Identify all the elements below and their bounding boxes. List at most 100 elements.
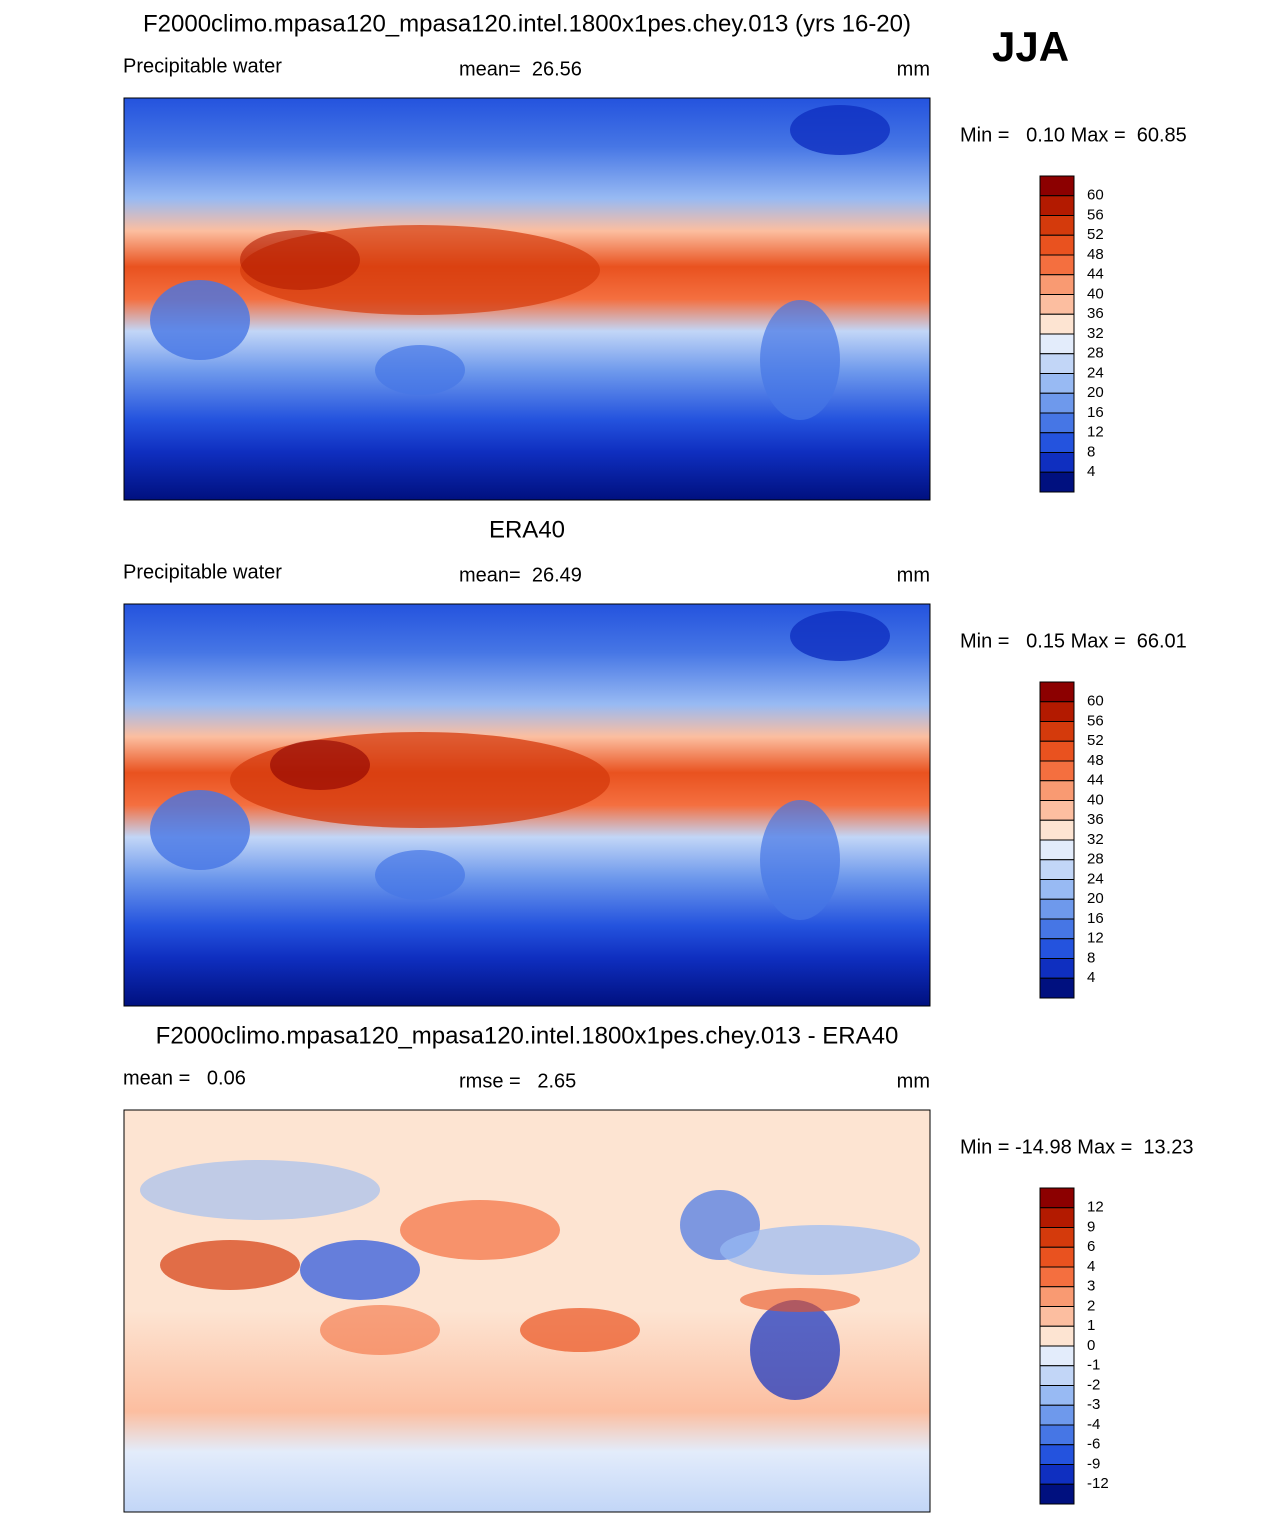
colorbar-box — [1039, 1207, 1075, 1228]
map-panel-3 — [123, 1109, 931, 1513]
colorbar-label: 40 — [1087, 791, 1104, 808]
colorbar-label: -9 — [1087, 1455, 1100, 1472]
colorbar-label: 0 — [1087, 1337, 1095, 1354]
colorbar-label: 48 — [1087, 246, 1104, 263]
colorbar-label: 32 — [1087, 325, 1104, 342]
colorbar-box — [1039, 1404, 1075, 1426]
colorbar-box — [1039, 819, 1075, 841]
panel-title: F2000climo.mpasa120_mpasa120.intel.1800x… — [143, 10, 911, 37]
colorbar-box — [1039, 373, 1075, 394]
colorbar-label: 24 — [1087, 364, 1104, 381]
colorbar-label: 40 — [1087, 285, 1104, 302]
colorbar-label: 24 — [1087, 870, 1104, 887]
panel-unit-label: mm — [897, 58, 930, 80]
colorbar-label: 16 — [1087, 910, 1104, 927]
season-label: JJA — [992, 23, 1069, 70]
colorbar-box — [1039, 879, 1075, 900]
colorbar-label: -1 — [1087, 1357, 1100, 1374]
colorbar-label: 32 — [1087, 831, 1104, 848]
map-panel-2 — [123, 603, 931, 1007]
panel-left-label: Precipitable water — [123, 561, 282, 583]
colorbar-box — [1039, 800, 1075, 821]
colorbar-label: -4 — [1087, 1416, 1100, 1433]
colorbar-label: 44 — [1087, 266, 1104, 283]
colorbar-box — [1039, 432, 1075, 453]
colorbar-label: 2 — [1087, 1297, 1095, 1314]
colorbar-box — [1039, 1227, 1075, 1248]
colorbar-label: 12 — [1087, 1199, 1104, 1216]
colorbar-box — [1039, 353, 1075, 374]
colorbar-label: 56 — [1087, 712, 1104, 729]
colorbar-box — [1039, 313, 1075, 335]
colorbar-box — [1039, 234, 1075, 256]
colorbar-box — [1039, 471, 1075, 493]
colorbar-label: 28 — [1087, 851, 1104, 868]
colorbar-box — [1039, 1246, 1075, 1268]
min-max-label: Min = 0.15 Max = 66.01 — [960, 630, 1187, 652]
colorbar-box — [1039, 1444, 1075, 1465]
min-max-label: Min = -14.98 Max = 13.23 — [960, 1136, 1193, 1158]
colorbar-label: 9 — [1087, 1218, 1095, 1235]
colorbar-label: 6 — [1087, 1238, 1095, 1255]
colorbar-label: 52 — [1087, 732, 1104, 749]
colorbar-label: 56 — [1087, 206, 1104, 223]
panel-left-label: Precipitable water — [123, 55, 282, 77]
colorbar-label: 20 — [1087, 384, 1104, 401]
colorbar-box — [1039, 175, 1075, 197]
colorbar-box — [1039, 215, 1075, 236]
colorbar-label: 44 — [1087, 772, 1104, 789]
panel-unit-label: mm — [897, 564, 930, 586]
colorbar-box — [1039, 452, 1075, 473]
colorbar-label: 52 — [1087, 226, 1104, 243]
colorbar-label: 8 — [1087, 443, 1095, 460]
colorbar-box — [1039, 839, 1075, 861]
colorbar-box — [1039, 938, 1075, 959]
colorbar-box — [1039, 1483, 1075, 1505]
panel-center-label: mean= 26.49 — [459, 564, 582, 586]
panel-center-label: rmse = 2.65 — [459, 1070, 576, 1092]
colorbar-box — [1039, 701, 1075, 722]
colorbar-box — [1039, 1187, 1075, 1209]
colorbar-box — [1039, 274, 1075, 295]
colorbar-label: -12 — [1087, 1475, 1109, 1492]
colorbar-box — [1039, 681, 1075, 703]
colorbar-label: 3 — [1087, 1278, 1095, 1295]
colorbar-label: 60 — [1087, 187, 1104, 204]
colorbar-box — [1039, 760, 1075, 782]
colorbar-box — [1039, 1306, 1075, 1327]
colorbar-label: 12 — [1087, 424, 1104, 441]
colorbar-box — [1039, 977, 1075, 999]
colorbar-label: 4 — [1087, 1258, 1095, 1275]
colorbar-label: 48 — [1087, 752, 1104, 769]
colorbar-label: 36 — [1087, 811, 1104, 828]
colorbar-box — [1039, 392, 1075, 414]
colorbar-box — [1039, 1464, 1075, 1485]
colorbar-box — [1039, 1286, 1075, 1307]
colorbar-box — [1039, 412, 1075, 434]
colorbar-box — [1039, 740, 1075, 762]
colorbar-label: 4 — [1087, 969, 1095, 986]
colorbar-label: -2 — [1087, 1376, 1100, 1393]
panel-center-label: mean= 26.56 — [459, 58, 582, 80]
colorbar-box — [1039, 780, 1075, 801]
colorbar-label: 4 — [1087, 463, 1095, 480]
colorbar-box — [1039, 958, 1075, 979]
panel-left-label: mean = 0.06 — [123, 1067, 246, 1089]
colorbar-box — [1039, 918, 1075, 940]
colorbar-box — [1039, 721, 1075, 742]
colorbar-label: 1 — [1087, 1317, 1095, 1334]
colorbar-label: 20 — [1087, 890, 1104, 907]
colorbar-label: 60 — [1087, 693, 1104, 710]
colorbar-label: 28 — [1087, 345, 1104, 362]
min-max-label: Min = 0.10 Max = 60.85 — [960, 124, 1187, 146]
panel-title: F2000climo.mpasa120_mpasa120.intel.1800x… — [156, 1022, 899, 1049]
colorbar-label: -6 — [1087, 1436, 1100, 1453]
map-panel-1 — [123, 97, 931, 501]
colorbar-label: -3 — [1087, 1396, 1100, 1413]
colorbar-box — [1039, 294, 1075, 315]
panel-unit-label: mm — [897, 1070, 930, 1092]
colorbar-box — [1039, 1385, 1075, 1406]
colorbar-box — [1039, 254, 1075, 276]
colorbar-box — [1039, 195, 1075, 216]
